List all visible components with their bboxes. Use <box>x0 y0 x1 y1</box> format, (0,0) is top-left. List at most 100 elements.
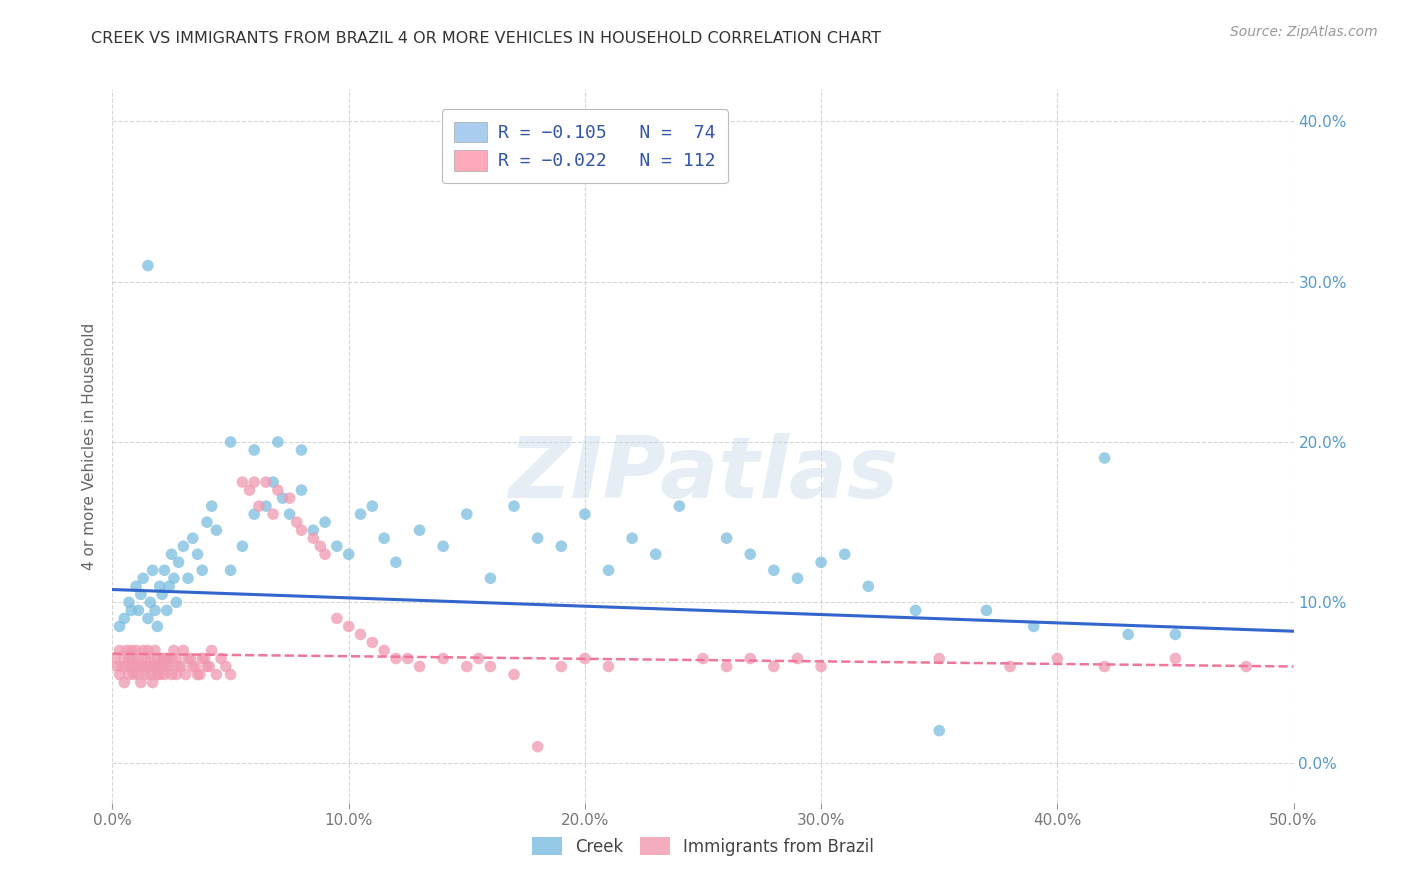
Point <box>290 442 312 457</box>
Point <box>160 667 183 681</box>
Point <box>201 643 224 657</box>
Point <box>205 523 228 537</box>
Point <box>278 507 301 521</box>
Point <box>1094 450 1116 465</box>
Point <box>998 659 1021 673</box>
Point <box>598 563 620 577</box>
Point <box>238 483 260 497</box>
Point <box>314 515 336 529</box>
Point <box>136 659 159 673</box>
Point <box>621 531 644 545</box>
Point <box>129 659 152 673</box>
Point <box>132 571 155 585</box>
Point <box>149 579 172 593</box>
Point <box>167 555 190 569</box>
Point <box>153 651 176 665</box>
Point <box>125 579 148 593</box>
Point <box>184 659 207 673</box>
Point <box>262 475 284 489</box>
Point <box>115 659 138 673</box>
Point <box>157 579 180 593</box>
Point <box>156 651 179 665</box>
Point <box>195 659 218 673</box>
Point <box>156 659 179 673</box>
Point <box>361 635 384 649</box>
Point <box>129 587 152 601</box>
Point <box>122 667 145 681</box>
Point <box>762 563 785 577</box>
Point <box>139 595 162 609</box>
Point <box>396 651 419 665</box>
Point <box>243 475 266 489</box>
Point <box>243 442 266 457</box>
Point <box>120 659 142 673</box>
Point <box>456 659 478 673</box>
Point <box>143 603 166 617</box>
Point <box>209 651 232 665</box>
Point <box>456 507 478 521</box>
Point <box>188 667 211 681</box>
Point <box>1022 619 1045 633</box>
Point <box>177 651 200 665</box>
Point <box>574 507 596 521</box>
Point <box>186 667 208 681</box>
Point <box>231 539 253 553</box>
Point <box>219 435 242 450</box>
Point <box>479 659 502 673</box>
Point <box>120 603 142 617</box>
Point <box>127 603 149 617</box>
Point <box>219 667 242 681</box>
Point <box>194 651 217 665</box>
Point <box>108 667 131 681</box>
Point <box>361 499 384 513</box>
Point <box>127 651 149 665</box>
Point <box>157 659 180 673</box>
Point <box>692 651 714 665</box>
Point <box>668 499 690 513</box>
Point <box>786 651 808 665</box>
Point <box>254 499 277 513</box>
Point <box>201 499 224 513</box>
Point <box>309 539 332 553</box>
Point <box>170 659 193 673</box>
Point <box>135 667 157 681</box>
Point <box>129 675 152 690</box>
Point <box>432 539 454 553</box>
Point <box>191 651 214 665</box>
Point <box>740 547 762 561</box>
Point <box>810 555 832 569</box>
Point <box>467 651 489 665</box>
Point <box>165 595 187 609</box>
Point <box>314 547 336 561</box>
Point <box>1234 659 1257 673</box>
Point <box>163 643 186 657</box>
Point <box>153 563 176 577</box>
Point <box>550 659 572 673</box>
Point <box>136 259 159 273</box>
Point <box>1164 627 1187 641</box>
Point <box>108 643 131 657</box>
Point <box>928 651 950 665</box>
Point <box>118 595 141 609</box>
Point <box>262 507 284 521</box>
Point <box>219 563 242 577</box>
Point <box>385 651 408 665</box>
Point <box>174 667 197 681</box>
Point <box>136 643 159 657</box>
Point <box>337 547 360 561</box>
Point <box>142 675 165 690</box>
Point <box>160 547 183 561</box>
Text: Source: ZipAtlas.com: Source: ZipAtlas.com <box>1230 25 1378 39</box>
Point <box>326 611 349 625</box>
Point <box>278 491 301 505</box>
Point <box>215 659 238 673</box>
Point <box>408 523 430 537</box>
Point <box>132 643 155 657</box>
Point <box>1164 651 1187 665</box>
Point <box>373 531 395 545</box>
Point <box>302 531 325 545</box>
Point <box>142 659 165 673</box>
Point <box>290 523 312 537</box>
Point <box>267 483 290 497</box>
Point <box>1094 659 1116 673</box>
